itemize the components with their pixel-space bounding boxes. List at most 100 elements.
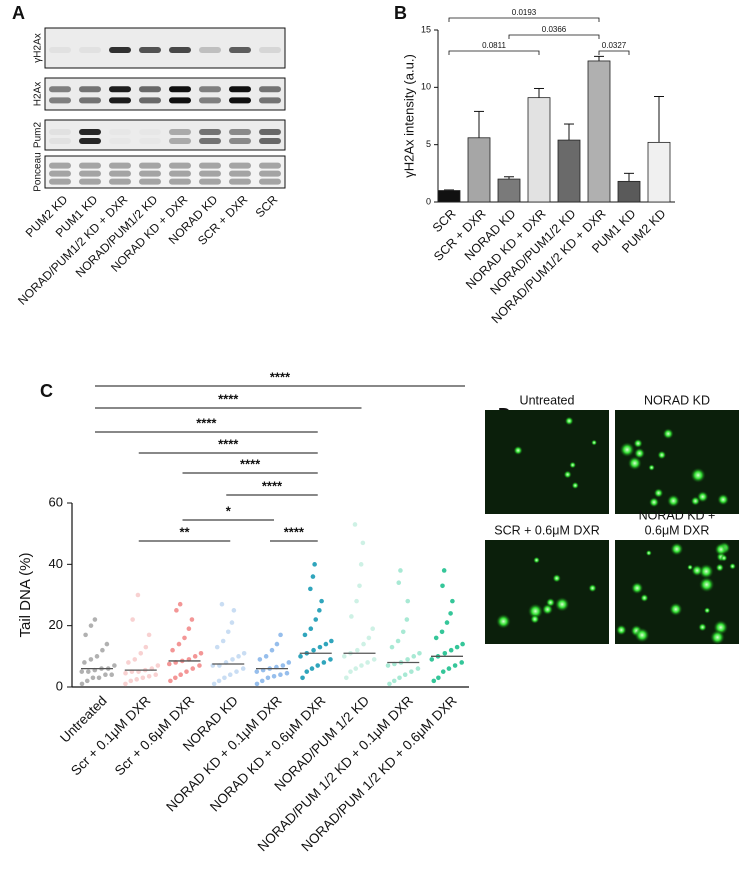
data-point — [211, 681, 217, 687]
data-point — [440, 583, 445, 589]
data-point — [317, 608, 322, 613]
data-point — [90, 675, 96, 681]
cell — [552, 573, 561, 583]
data-point — [440, 669, 446, 674]
cell — [633, 438, 643, 449]
cell — [571, 481, 579, 490]
cell — [564, 416, 574, 426]
data-point — [357, 583, 362, 589]
data-point — [174, 608, 179, 613]
cell — [588, 583, 597, 593]
comparison-label: **** — [270, 369, 291, 384]
blot-band — [139, 129, 161, 135]
data-point — [312, 562, 317, 567]
data-point — [190, 666, 196, 671]
comparison-label: * — [226, 503, 232, 518]
bar — [527, 97, 551, 203]
cell — [645, 549, 652, 557]
blot-band — [259, 97, 281, 104]
data-point — [189, 617, 195, 622]
cell — [630, 581, 644, 595]
data-point — [359, 663, 364, 668]
data-point — [274, 641, 280, 647]
data-point — [302, 632, 308, 638]
data-point — [86, 669, 91, 674]
data-point — [370, 626, 376, 632]
data-point — [429, 657, 435, 662]
blot-band — [199, 162, 221, 169]
blot-row-label: Ponceau — [33, 152, 44, 191]
data-point — [112, 663, 117, 668]
blot-band — [229, 178, 251, 185]
data-point — [284, 670, 290, 676]
data-point — [341, 654, 347, 659]
data-point — [214, 644, 220, 650]
cell — [634, 627, 650, 643]
data-point — [444, 620, 450, 625]
blot-frame — [44, 77, 286, 111]
y-tick-label: 5 — [426, 139, 431, 149]
data-point — [134, 677, 139, 682]
data-point — [446, 666, 452, 671]
x-tick-label: Scr + 0.6μM DXR — [112, 693, 198, 779]
lane-label: SCR — [253, 192, 281, 220]
data-point — [317, 644, 323, 650]
data-point — [220, 638, 226, 644]
blot-band — [109, 129, 131, 135]
data-point — [265, 675, 271, 681]
data-point — [186, 626, 192, 632]
data-point — [153, 672, 159, 678]
comparison-label: 0.0366 — [542, 25, 567, 34]
blot-band — [109, 162, 131, 169]
blot-band — [229, 138, 251, 144]
blot-band — [139, 162, 161, 169]
data-point — [123, 681, 128, 687]
data-point — [385, 663, 391, 668]
data-point — [241, 650, 247, 656]
cell — [496, 613, 511, 629]
comparison-bracket — [448, 17, 600, 22]
blot-band — [199, 138, 221, 144]
blot-row-label: Pum2 — [33, 122, 44, 149]
data-point — [389, 644, 395, 650]
data-point — [348, 669, 353, 674]
data-point — [309, 666, 315, 671]
blot-band — [199, 97, 221, 104]
data-point — [358, 562, 364, 567]
comparison-label: **** — [218, 391, 239, 406]
data-point — [452, 663, 458, 668]
blot-band — [229, 97, 251, 104]
cell — [640, 593, 649, 603]
data-point — [82, 660, 87, 665]
data-point — [230, 657, 235, 662]
blot-band — [109, 47, 131, 53]
data-point — [254, 681, 260, 687]
cell — [703, 607, 711, 614]
blot-band — [229, 129, 251, 135]
data-point — [92, 617, 98, 622]
blot-band — [229, 86, 251, 93]
data-point — [192, 654, 198, 659]
data-point — [146, 632, 152, 638]
cell — [513, 445, 523, 456]
blot-band — [79, 138, 101, 144]
data-point — [254, 669, 260, 674]
blot-band — [259, 162, 281, 169]
data-point — [103, 672, 108, 678]
blot-band — [139, 47, 161, 53]
blot-band — [259, 47, 281, 53]
x-tick-label: NORAD/PUM 1/2 KD + 0.1μM DXR — [255, 693, 416, 854]
blot-band — [199, 129, 221, 135]
data-point — [308, 586, 313, 592]
blot-band — [109, 97, 131, 104]
blot-band — [49, 97, 71, 104]
data-point — [365, 660, 370, 665]
bar — [557, 139, 581, 203]
cell — [710, 629, 725, 645]
data-point — [135, 592, 141, 598]
blot-band — [169, 47, 191, 53]
data-point — [448, 611, 453, 616]
data-point — [234, 669, 239, 674]
data-point — [229, 620, 235, 625]
